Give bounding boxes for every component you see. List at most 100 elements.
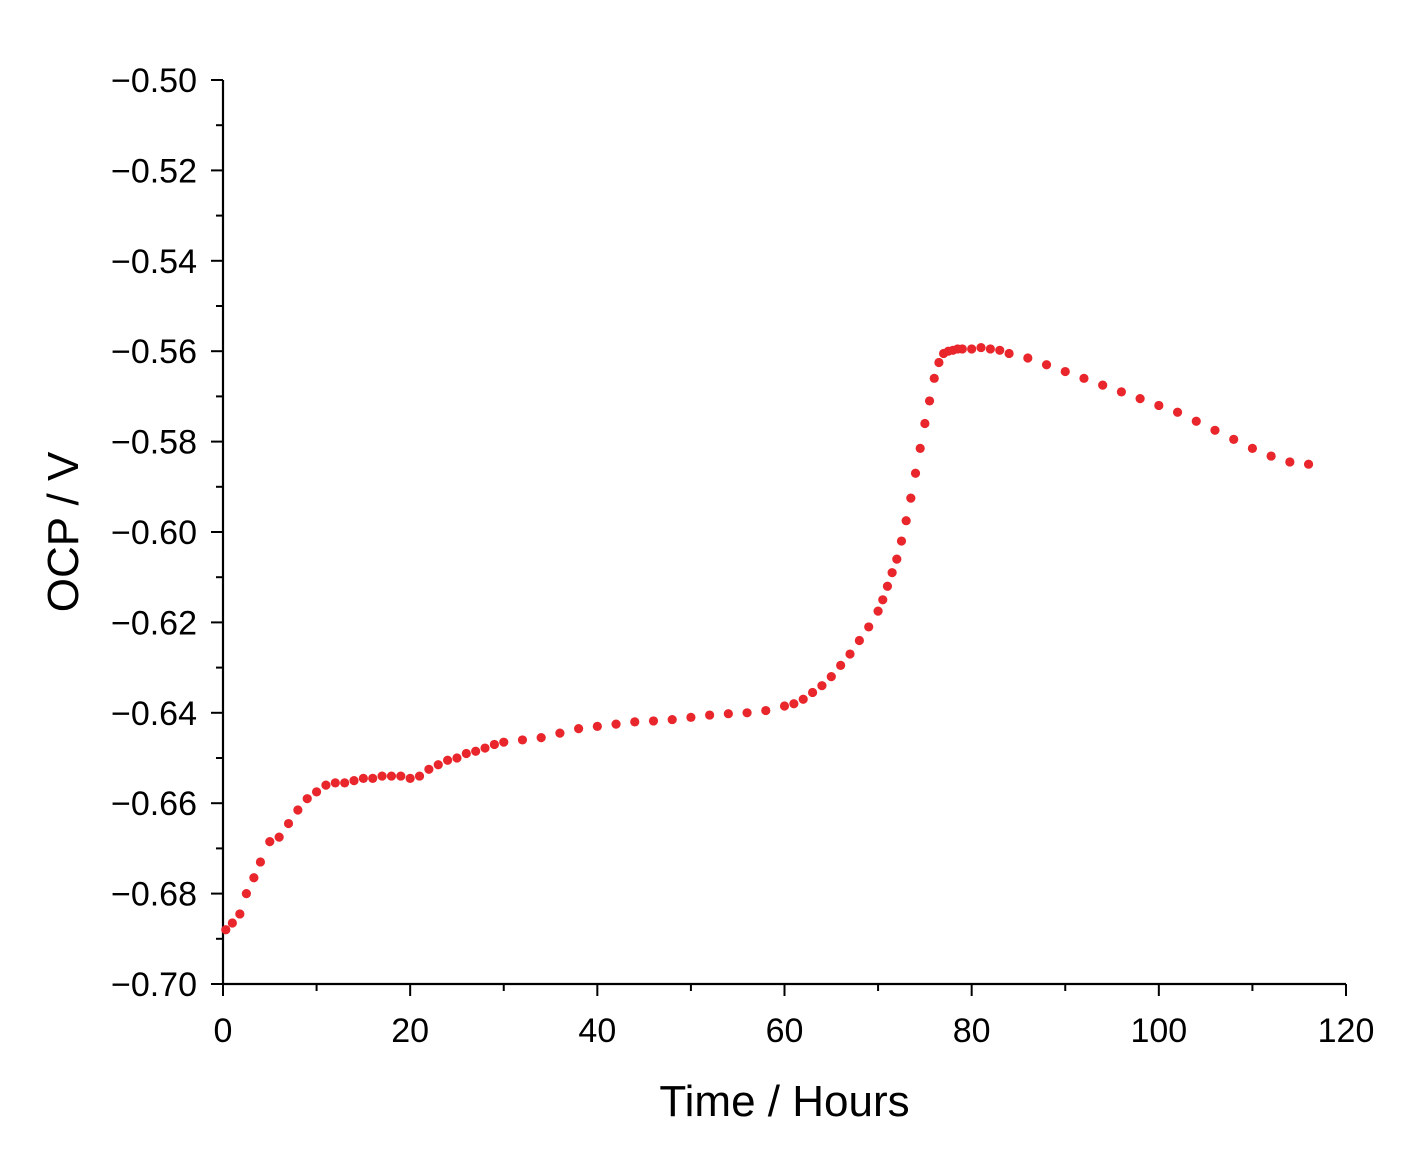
data-point bbox=[293, 805, 303, 815]
data-point bbox=[807, 687, 818, 698]
data-point bbox=[592, 721, 602, 731]
data-point bbox=[873, 606, 883, 616]
data-point bbox=[368, 773, 378, 783]
data-point bbox=[471, 746, 481, 756]
x-tick-label: 100 bbox=[1130, 1012, 1187, 1050]
y-tick-label: −0.70 bbox=[111, 966, 197, 1004]
x-tick-label: 120 bbox=[1318, 1012, 1375, 1050]
data-point bbox=[1154, 400, 1164, 411]
data-point bbox=[976, 342, 986, 353]
data-point bbox=[349, 776, 359, 786]
data-point bbox=[882, 581, 893, 591]
data-point bbox=[630, 717, 640, 727]
data-point bbox=[443, 755, 453, 765]
data-point bbox=[396, 771, 406, 781]
data-point bbox=[424, 764, 434, 774]
data-point bbox=[1098, 380, 1108, 390]
data-point bbox=[920, 418, 930, 429]
data-point bbox=[854, 635, 864, 646]
data-point bbox=[901, 516, 911, 526]
data-point bbox=[227, 918, 237, 928]
data-point bbox=[1266, 451, 1276, 461]
x-tick-label: 0 bbox=[214, 1012, 233, 1050]
data-point bbox=[330, 778, 340, 788]
data-point bbox=[414, 771, 425, 781]
y-tick-label: −0.62 bbox=[111, 604, 197, 642]
data-point bbox=[648, 716, 659, 726]
data-point bbox=[1172, 407, 1183, 417]
data-point bbox=[1285, 457, 1295, 467]
data-point bbox=[574, 724, 584, 734]
data-point bbox=[864, 622, 874, 632]
data-point bbox=[967, 344, 977, 354]
x-tick-label: 40 bbox=[578, 1012, 616, 1050]
y-tick-label: −0.66 bbox=[111, 785, 197, 823]
data-point bbox=[377, 771, 387, 781]
data-point bbox=[924, 396, 935, 406]
data-point bbox=[845, 649, 855, 659]
y-tick-label: −0.60 bbox=[111, 514, 197, 552]
data-point bbox=[1135, 394, 1145, 404]
data-point bbox=[1210, 425, 1220, 435]
data-point bbox=[1004, 348, 1014, 359]
y-tick-label: −0.54 bbox=[111, 243, 197, 281]
y-axis-ticks: −0.70 −0.68 −0.66 −0.64 −0.62 −0.60 −0.58 −0.56… bbox=[111, 62, 223, 1004]
data-point bbox=[705, 710, 715, 720]
data-point bbox=[274, 832, 284, 842]
x-tick-label: 20 bbox=[391, 1012, 429, 1050]
data-point bbox=[887, 568, 897, 578]
data-point bbox=[742, 708, 752, 718]
data-point bbox=[249, 873, 259, 883]
data-point bbox=[686, 712, 696, 722]
data-series bbox=[221, 342, 1314, 935]
data-point bbox=[995, 345, 1005, 355]
data-point bbox=[433, 760, 443, 770]
data-point bbox=[723, 709, 733, 719]
data-point bbox=[611, 719, 621, 729]
y-tick-label: −0.58 bbox=[111, 424, 197, 462]
data-point bbox=[517, 735, 528, 745]
data-point bbox=[461, 748, 471, 759]
data-point bbox=[255, 857, 266, 867]
data-point bbox=[1303, 459, 1314, 469]
data-point bbox=[340, 778, 350, 788]
data-point bbox=[896, 536, 907, 546]
data-point bbox=[499, 737, 509, 747]
data-point bbox=[386, 771, 397, 781]
data-point bbox=[555, 728, 565, 738]
data-point bbox=[283, 818, 294, 829]
data-point bbox=[957, 344, 967, 354]
data-point bbox=[241, 889, 251, 899]
data-point bbox=[1041, 360, 1052, 370]
y-tick-label: −0.52 bbox=[111, 152, 197, 190]
data-point bbox=[878, 595, 888, 605]
data-point bbox=[826, 672, 836, 682]
y-tick-label: −0.56 bbox=[111, 333, 197, 371]
data-point bbox=[452, 753, 462, 763]
data-point bbox=[929, 373, 939, 383]
data-point bbox=[480, 743, 490, 753]
data-point bbox=[536, 733, 546, 743]
data-point bbox=[1060, 366, 1070, 377]
data-point bbox=[221, 925, 231, 935]
data-point bbox=[265, 837, 275, 847]
data-point bbox=[311, 787, 322, 797]
data-point bbox=[761, 705, 771, 716]
data-point bbox=[985, 344, 995, 354]
x-axis-ticks: 0 20 40 60 80 100 120 bbox=[214, 984, 1375, 1050]
data-point bbox=[934, 357, 944, 368]
x-axis-title: Time / Hours bbox=[659, 1077, 909, 1126]
x-tick-label: 60 bbox=[766, 1012, 804, 1050]
y-tick-label: −0.68 bbox=[111, 876, 197, 914]
data-point bbox=[789, 699, 799, 709]
y-axis-title: OCP / V bbox=[39, 451, 88, 612]
data-point bbox=[405, 773, 415, 783]
data-point bbox=[1116, 387, 1126, 397]
data-point bbox=[1023, 353, 1033, 363]
data-point bbox=[836, 660, 846, 670]
data-point bbox=[358, 773, 368, 783]
data-point bbox=[798, 694, 808, 704]
data-point bbox=[915, 443, 925, 453]
data-point bbox=[1247, 443, 1258, 453]
